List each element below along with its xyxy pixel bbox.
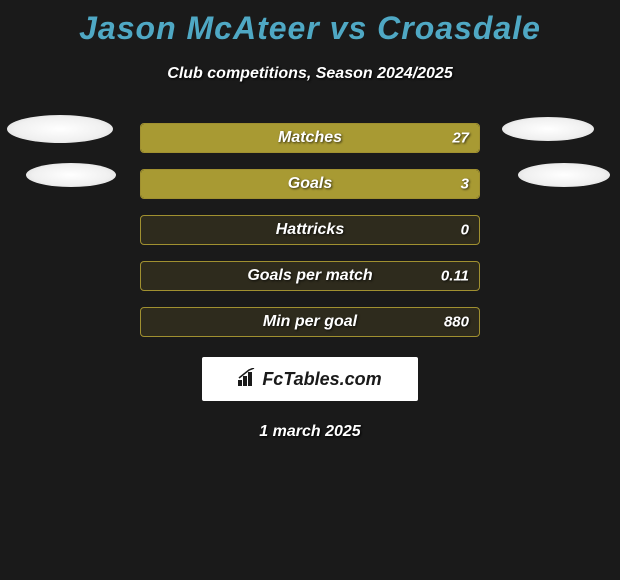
stat-rows: Matches 27 Goals 3 Hattricks 0 Goals per…: [140, 123, 480, 337]
stat-row: Hattricks 0: [140, 215, 480, 245]
player-photo-left-2: [26, 163, 116, 187]
stat-value: 880: [444, 314, 469, 331]
stat-row: Goals per match 0.11: [140, 261, 480, 291]
player-photo-right-1: [502, 117, 594, 141]
stat-row: Matches 27: [140, 123, 480, 153]
chart-icon: [238, 368, 260, 391]
stat-value: 0: [461, 222, 469, 239]
stat-label: Goals: [141, 175, 479, 193]
subtitle: Club competitions, Season 2024/2025: [0, 65, 620, 83]
logo-box: FcTables.com: [202, 357, 418, 401]
player-photo-right-2: [518, 163, 610, 187]
comparison-chart: Matches 27 Goals 3 Hattricks 0 Goals per…: [0, 123, 620, 441]
logo-text: FcTables.com: [262, 369, 381, 390]
stat-value: 27: [452, 130, 469, 147]
date-text: 1 march 2025: [0, 423, 620, 441]
stat-row: Goals 3: [140, 169, 480, 199]
player-photo-left-1: [7, 115, 113, 143]
stat-label: Matches: [141, 129, 479, 147]
stat-row: Min per goal 880: [140, 307, 480, 337]
stat-label: Goals per match: [141, 267, 479, 285]
page-title: Jason McAteer vs Croasdale: [0, 0, 620, 47]
stat-label: Hattricks: [141, 221, 479, 239]
stat-value: 3: [461, 176, 469, 193]
stat-label: Min per goal: [141, 313, 479, 331]
stat-value: 0.11: [441, 268, 469, 285]
